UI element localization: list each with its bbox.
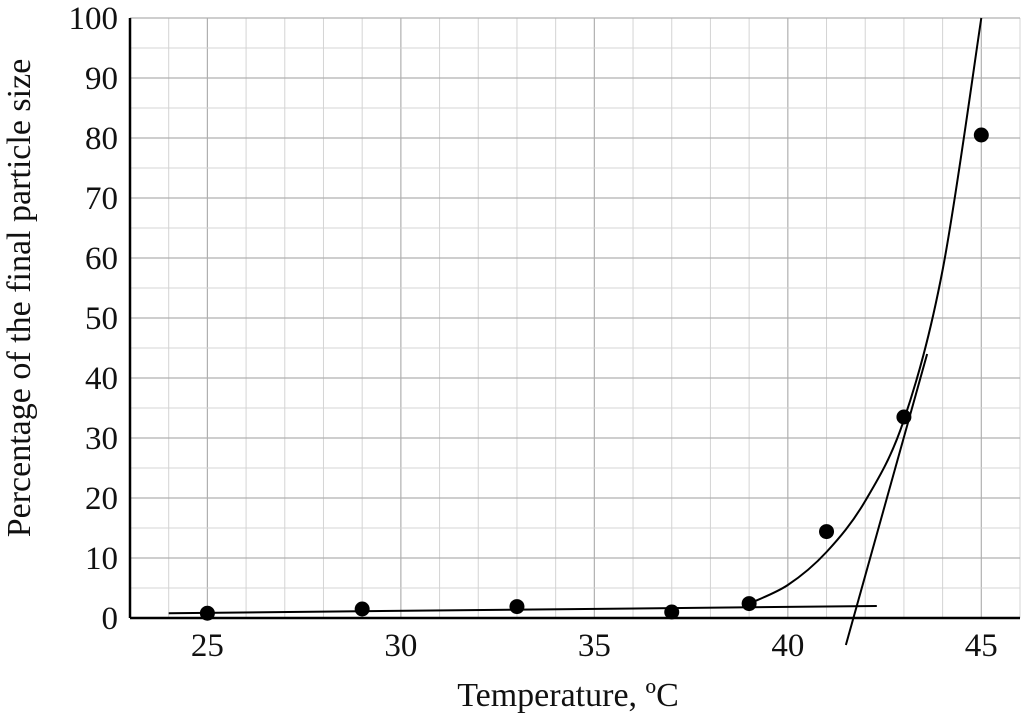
axes xyxy=(128,18,1020,620)
data-point xyxy=(741,596,757,612)
y-tick-label: 0 xyxy=(102,601,119,637)
x-tick-label: 40 xyxy=(771,628,804,664)
y-tick-label: 40 xyxy=(85,361,118,397)
data-point xyxy=(819,524,835,540)
y-tick-labels: 0 10 20 30 40 50 60 70 80 90 100 xyxy=(69,1,119,637)
y-axis-title: Percentage of the final particle size xyxy=(1,59,38,538)
y-tick-label: 50 xyxy=(85,301,118,337)
grid xyxy=(129,17,1021,619)
x-tick-label: 30 xyxy=(384,628,417,664)
x-tick-label: 25 xyxy=(191,628,224,664)
data-points xyxy=(199,127,989,621)
data-point xyxy=(973,127,989,143)
x-axis-title: Temperature, ºC xyxy=(457,677,679,714)
fit-line-curve xyxy=(748,17,983,605)
data-point xyxy=(896,409,912,425)
y-tick-label: 100 xyxy=(69,1,119,37)
fit-line-tangent xyxy=(844,353,929,646)
y-tick-label: 70 xyxy=(85,181,118,217)
x-tick-labels: 25 30 35 40 45 xyxy=(191,628,998,664)
data-point xyxy=(354,601,370,617)
data-point xyxy=(199,605,215,621)
data-point xyxy=(509,599,525,615)
x-tick-label: 45 xyxy=(965,628,998,664)
y-tick-label: 60 xyxy=(85,241,118,277)
x-tick-label: 35 xyxy=(578,628,611,664)
data-point xyxy=(664,604,680,620)
y-tick-label: 90 xyxy=(85,61,118,97)
y-tick-label: 20 xyxy=(85,481,118,517)
y-tick-label: 10 xyxy=(85,541,118,577)
y-tick-label: 30 xyxy=(85,421,118,457)
fit-lines xyxy=(168,17,983,646)
y-tick-label: 80 xyxy=(85,121,118,157)
